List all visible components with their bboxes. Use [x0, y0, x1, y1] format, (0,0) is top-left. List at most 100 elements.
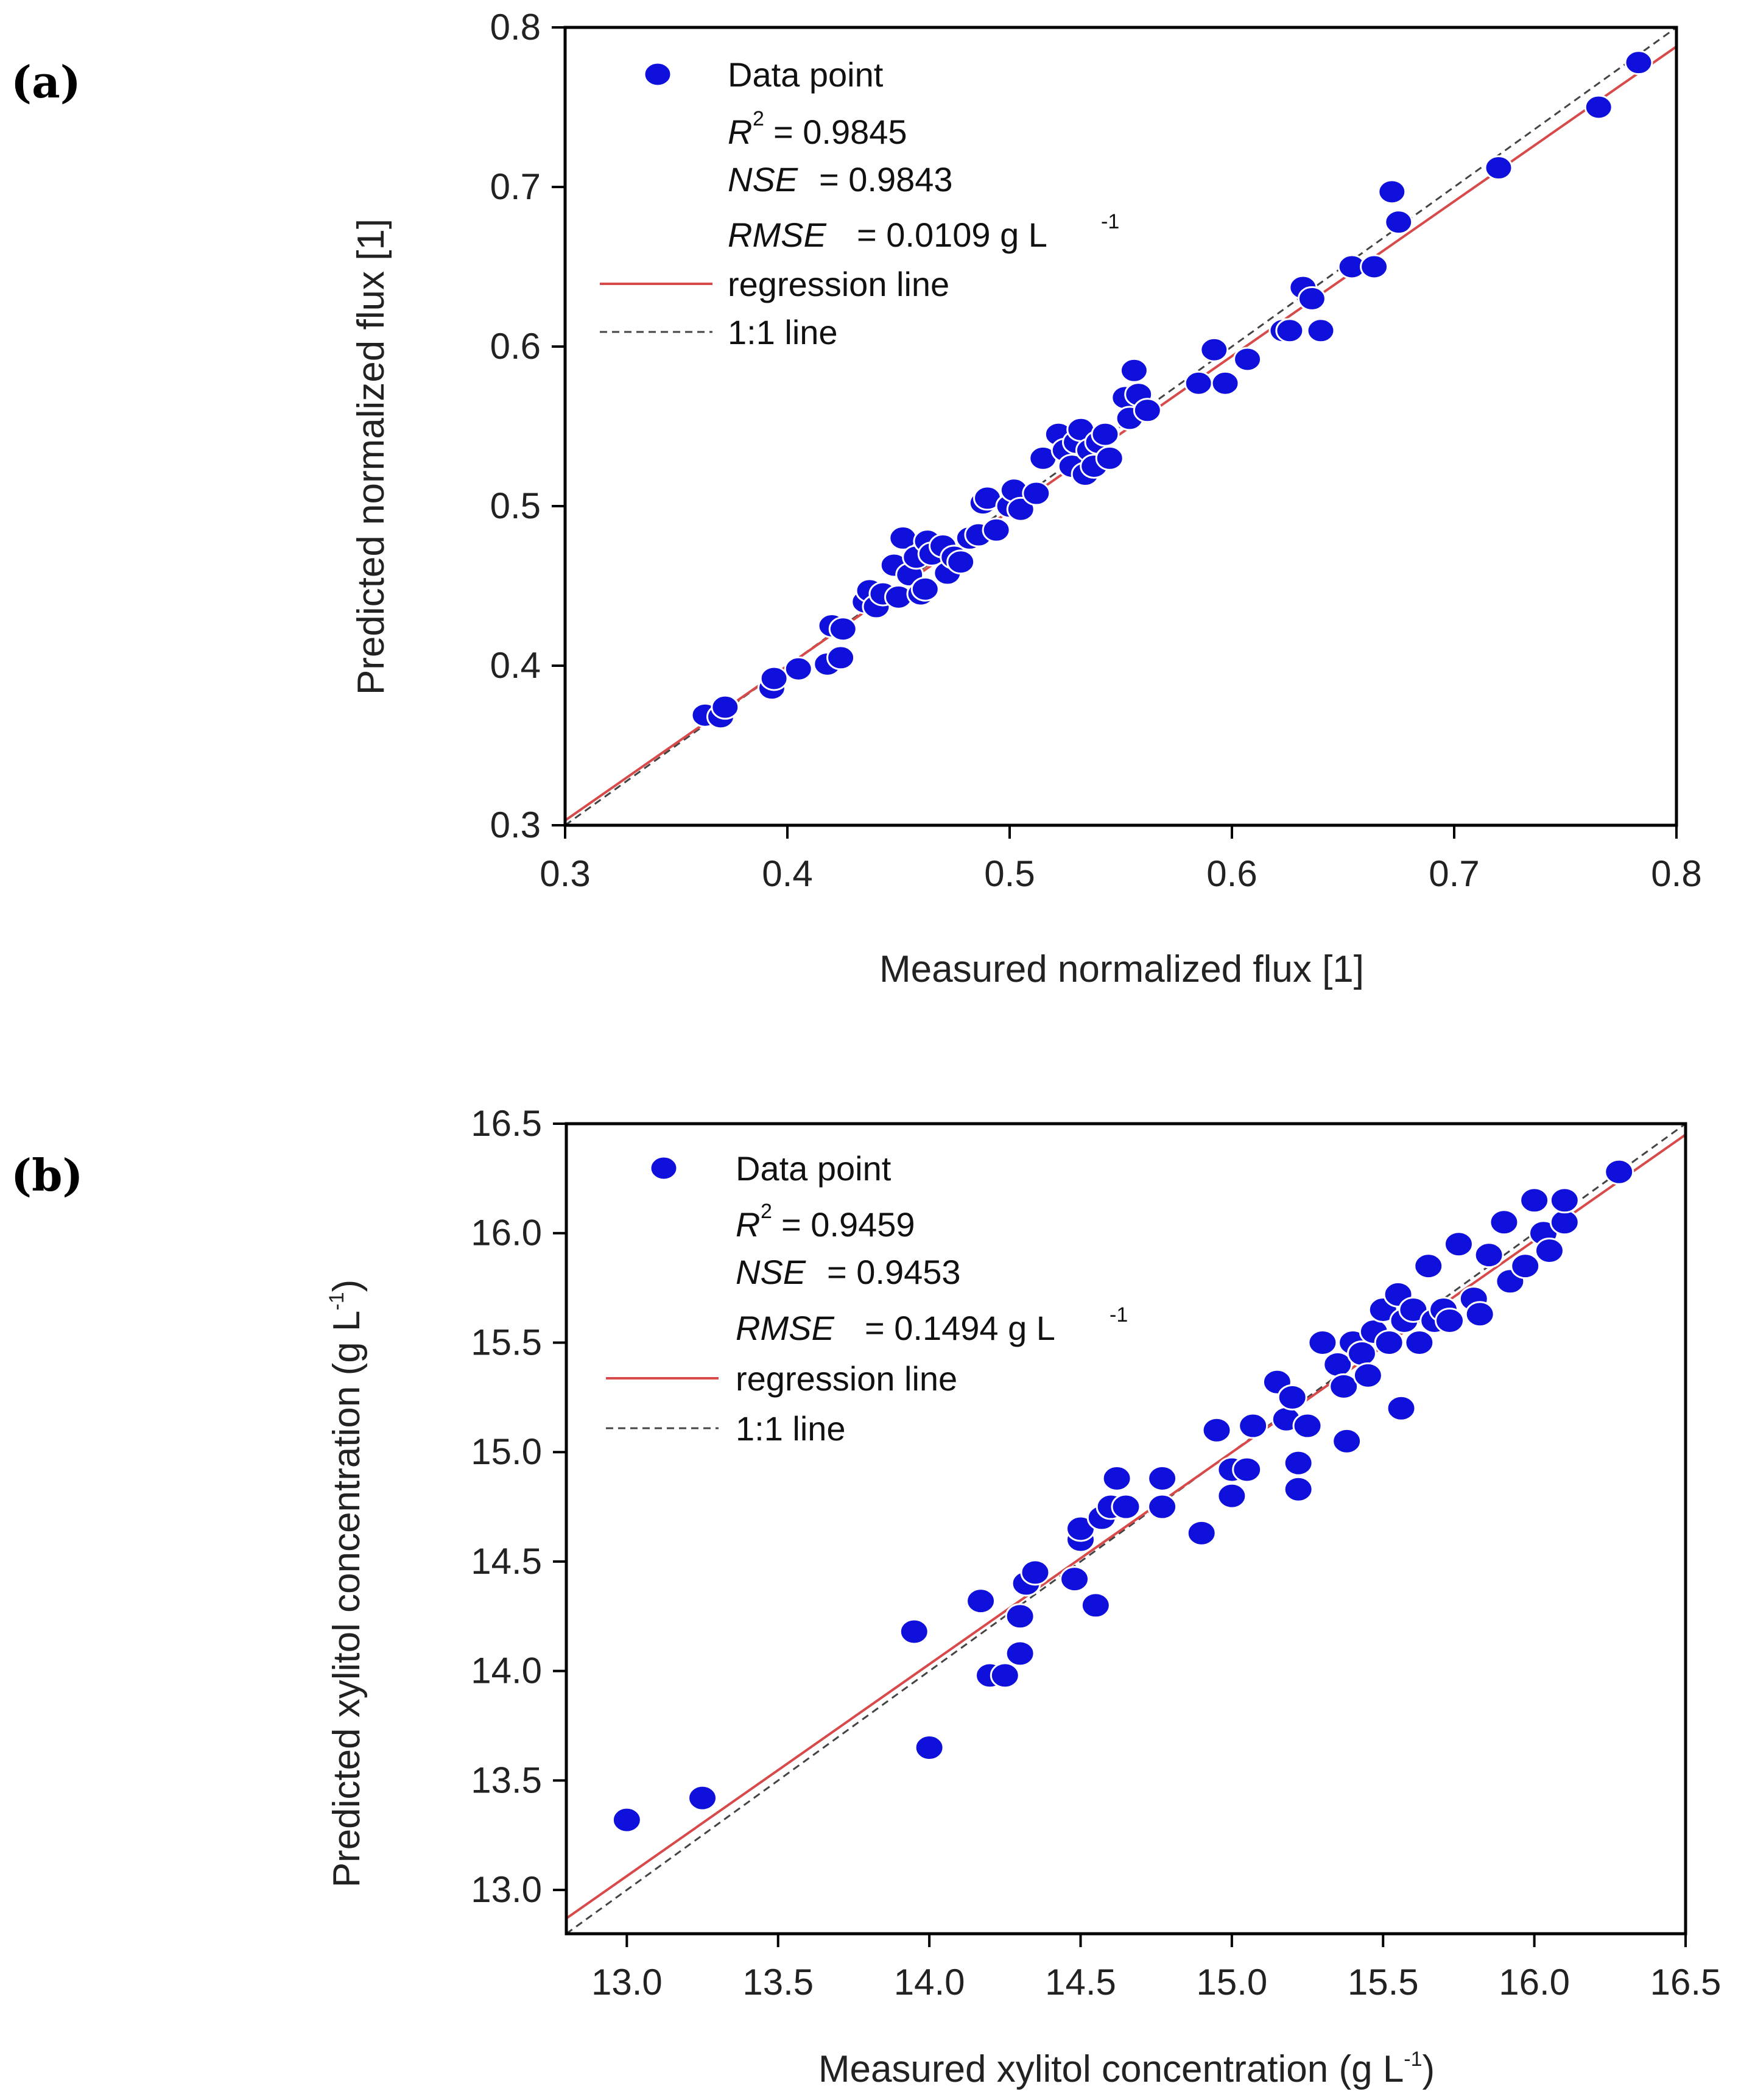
x-tick-label-b: 14.0	[894, 1962, 965, 2003]
legend-data-point-b: Data point	[736, 1149, 892, 1188]
data-point-b	[1435, 1308, 1465, 1334]
data-point-b	[611, 1806, 642, 1833]
legend-regression-a: regression line	[728, 265, 949, 303]
y-tick-label-a: 0.5	[490, 485, 541, 526]
data-points-b	[611, 1158, 1634, 1833]
data-point-a	[826, 645, 856, 671]
data-point-b	[1005, 1640, 1035, 1667]
legend-a: Data point R 2 = 0.9845 NSE = 0.9843 RMS…	[600, 55, 1119, 351]
data-point-b	[1186, 1520, 1217, 1546]
x-tick-label-a: 0.7	[1429, 853, 1479, 894]
y-axis-label-b-sup: -1	[325, 1292, 348, 1310]
data-point-b	[1201, 1417, 1232, 1443]
legend-r2-label-b: R	[736, 1205, 760, 1244]
legend-r2-sup-a: 2	[753, 107, 764, 130]
panel-b: (b) Predicted xylitol concentration (g L…	[11, 1103, 1721, 2090]
legend-oneone-b: 1:1 line	[736, 1409, 846, 1448]
x-tick-label-a: 0.4	[762, 853, 812, 894]
data-point-b	[1217, 1482, 1247, 1509]
legend-r2-value-a: = 0.9845	[773, 113, 907, 151]
x-tick-label-b: 13.0	[591, 1962, 663, 2003]
y-tick-label-a: 0.4	[490, 645, 541, 686]
ticks-a: 0.3 0.4 0.5 0.6 0.7 0.8 0.3 0.4 0.5 0.6 0.7 0.8	[490, 7, 1702, 894]
data-points-a	[691, 50, 1653, 730]
data-point-b	[1232, 1456, 1262, 1483]
data-point-b	[1238, 1412, 1268, 1439]
data-point-a	[982, 517, 1011, 543]
data-point-b	[1474, 1242, 1504, 1269]
x-axis-label-a: Measured normalized flux [1]	[879, 948, 1364, 990]
x-tick-label-b: 15.5	[1348, 1962, 1419, 2003]
data-point-a	[1384, 210, 1413, 235]
data-point-a	[828, 616, 857, 642]
data-point-b	[990, 1662, 1020, 1689]
data-point-b	[1374, 1329, 1404, 1356]
regression-line-b	[565, 1133, 1687, 1920]
legend-data-point-a: Data point	[728, 55, 884, 94]
data-point-b	[1147, 1493, 1178, 1520]
panel-label-b: (b)	[11, 1149, 83, 1201]
data-point-a	[711, 694, 740, 720]
data-point-b	[1519, 1187, 1550, 1214]
legend-r2-label-a: R	[728, 113, 752, 151]
legend-nse-label-b: NSE	[736, 1253, 806, 1291]
data-point-b	[1489, 1209, 1519, 1236]
y-tick-label-b: 13.5	[471, 1760, 542, 1800]
lines-b	[565, 1122, 1687, 1935]
data-point-a	[1306, 318, 1335, 344]
data-point-b	[1005, 1603, 1035, 1630]
data-point-b	[1111, 1493, 1141, 1520]
x-tick-label-b: 16.5	[1650, 1962, 1722, 2003]
data-point-b	[1549, 1187, 1580, 1214]
y-axis-label-a: Predicted normalized flux [1]	[350, 219, 392, 695]
data-point-b	[1292, 1412, 1323, 1439]
data-point-a	[1624, 50, 1653, 76]
data-point-b	[1020, 1559, 1050, 1586]
y-tick-label-b: 13.0	[471, 1869, 542, 1910]
plot-frame-b	[565, 1122, 1687, 1936]
legend-nse-label-a: NSE	[728, 160, 798, 199]
legend-rmse-sup-a: -1	[1101, 210, 1119, 233]
data-point-b	[1443, 1231, 1474, 1258]
data-point-a	[1211, 370, 1240, 396]
data-point-a	[1584, 94, 1613, 120]
y-axis-label-b-end: )	[326, 1280, 368, 1292]
x-tick-label-a: 0.6	[1206, 853, 1257, 894]
legend-b: Data point R 2 = 0.9459 NSE = 0.9453 RMS…	[606, 1149, 1128, 1448]
x-axis-label-b-sup: -1	[1404, 2048, 1422, 2071]
x-tick-label-b: 16.0	[1499, 1962, 1570, 2003]
data-point-b	[1534, 1237, 1564, 1264]
data-point-b	[899, 1618, 929, 1645]
data-point-b	[1413, 1253, 1444, 1280]
y-axis-label-b-text: Predicted xylitol concentration (g L	[326, 1311, 368, 1888]
legend-rmse-value-b: = 0.1494 g L	[865, 1309, 1055, 1347]
data-point-b	[1277, 1384, 1307, 1411]
data-point-a	[946, 549, 976, 575]
data-point-b	[1283, 1476, 1314, 1503]
data-point-b	[914, 1734, 944, 1761]
data-point-a	[1006, 496, 1035, 522]
legend-oneone-a: 1:1 line	[728, 313, 838, 351]
x-tick-label-b: 13.5	[742, 1962, 814, 2003]
x-tick-label-a: 0.3	[540, 853, 590, 894]
data-point-b	[688, 1785, 718, 1811]
data-point-b	[1102, 1465, 1132, 1492]
data-point-b	[1465, 1301, 1495, 1328]
y-axis-label-b: Predicted xylitol concentration (g L-1)	[325, 1280, 368, 1888]
data-point-b	[1060, 1566, 1090, 1593]
data-point-a	[1377, 179, 1407, 205]
y-tick-label-a: 0.8	[490, 7, 541, 48]
data-point-b	[966, 1588, 996, 1615]
legend-nse-value-a: = 0.9843	[819, 160, 953, 199]
data-point-b	[1080, 1592, 1111, 1619]
data-point-b	[1307, 1329, 1338, 1356]
data-point-b	[1329, 1373, 1359, 1400]
data-point-a	[1022, 481, 1051, 506]
y-tick-label-b: 14.0	[471, 1651, 542, 1691]
y-tick-label-b: 14.5	[471, 1541, 542, 1582]
data-point-a	[1119, 358, 1148, 383]
data-point-b	[1332, 1428, 1362, 1454]
data-point-b	[1604, 1158, 1634, 1185]
legend-rmse-sup-b: -1	[1110, 1303, 1128, 1327]
